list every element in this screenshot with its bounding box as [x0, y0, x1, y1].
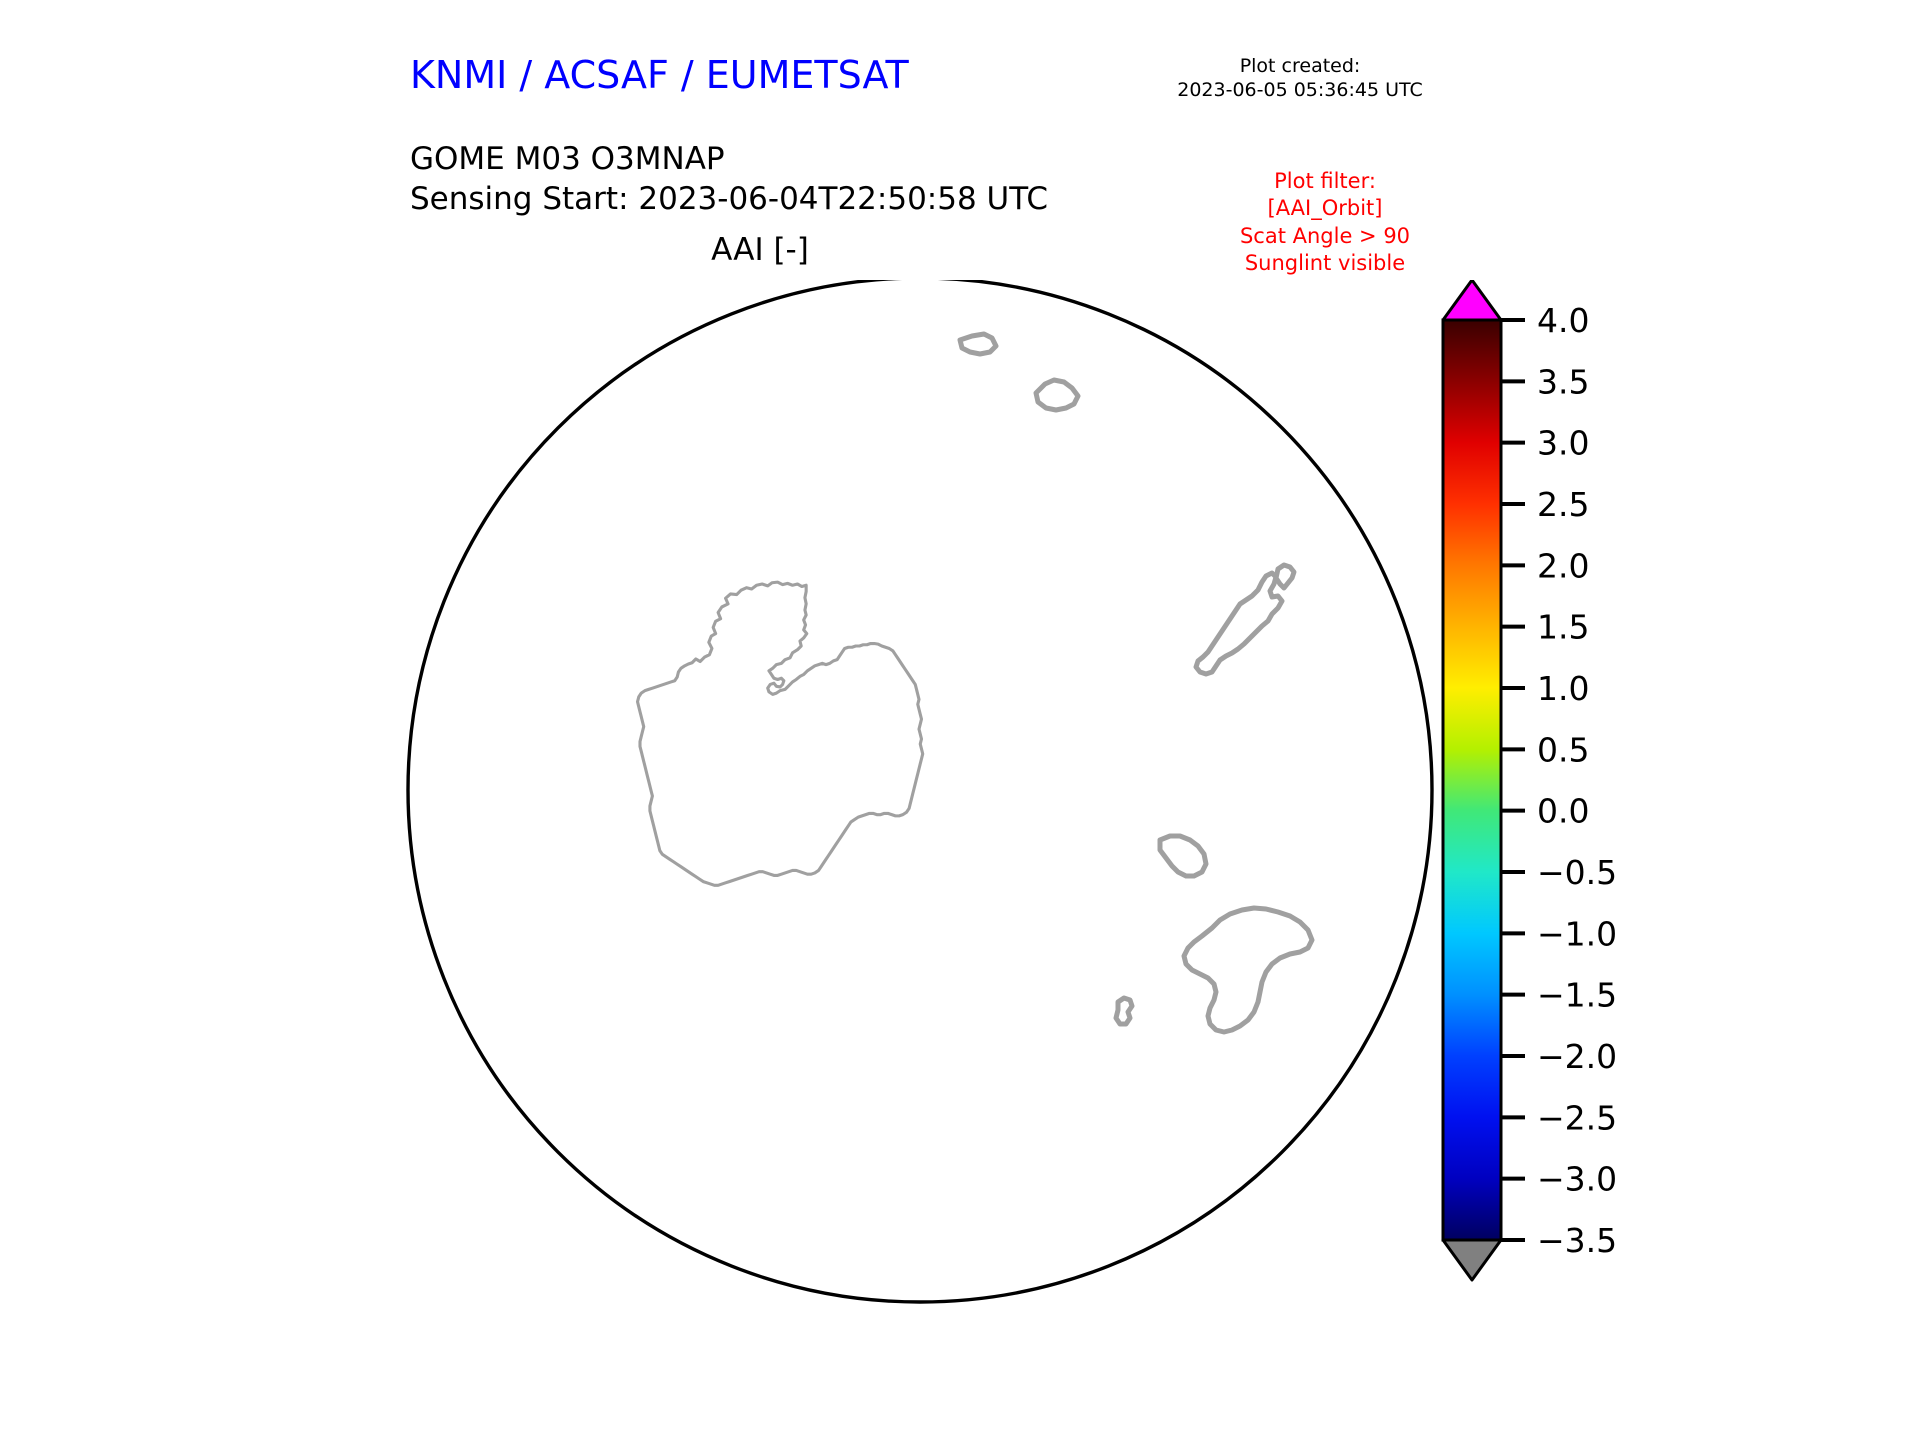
colorbar-tick-label: 1.5 — [1537, 608, 1589, 647]
plot-created-label: Plot created: — [1239, 55, 1361, 77]
colorbar-tick-label: 0.0 — [1537, 792, 1589, 831]
globe-disc — [408, 280, 1432, 1302]
colorbar-ticks: 4.0 3.5 3.0 2.5 2.0 1.5 1.0 0.5 0.0 −0.5 −1.0 −1.5 −… — [1501, 301, 1617, 1260]
colorbar-tick-label: −3.5 — [1537, 1221, 1617, 1260]
quantity-title: AAI [-] — [711, 232, 809, 268]
plot-filter-scat-angle: Scat Angle > 90 — [1239, 223, 1411, 248]
coastline-new-zealand-south — [1193, 570, 1285, 677]
coastline-new-zealand-north — [1273, 562, 1297, 591]
coastline-landmarks-layer — [957, 331, 1315, 1035]
colorbar-over-arrow — [1441, 280, 1503, 322]
colorbar-tick-label: −3.0 — [1537, 1160, 1617, 1199]
colorbar-tick-label: 0.5 — [1537, 730, 1589, 769]
colorbar-tick-label: 2.0 — [1537, 546, 1589, 585]
coastline-layer — [635, 580, 925, 887]
colorbar-tick-label: −1.5 — [1537, 976, 1617, 1015]
colorbar-tick-label: −2.5 — [1537, 1098, 1617, 1137]
product-title: GOME M03 O3MNAP — [410, 141, 725, 177]
plot-filter-block: Plot filter: [AAI_Orbit] Scat Angle > 90… — [1190, 168, 1460, 277]
coastline-antarctica — [635, 580, 925, 887]
map-plot-area — [400, 280, 1445, 1310]
sensing-start-title: Sensing Start: 2023-06-04T22:50:58 UTC — [410, 180, 1048, 217]
map-svg — [406, 280, 1434, 1304]
colorbar-tick-label: 2.5 — [1537, 485, 1589, 524]
colorbar-tick-label: 3.5 — [1537, 362, 1589, 401]
plot-created-block: Plot created: 2023-06-05 05:36:45 UTC — [1160, 55, 1440, 103]
colorbar-tick-label: −0.5 — [1537, 853, 1617, 892]
colorbar-svg: 4.0 3.5 3.0 2.5 2.0 1.5 1.0 0.5 0.0 −0.5 −1.0 −1.5 −… — [1441, 280, 1617, 1282]
coastline-antarctic-peninsula — [1157, 833, 1209, 879]
globe-outline — [406, 280, 1434, 1304]
agency-credit-line: KNMI / ACSAF / EUMETSAT — [410, 53, 909, 97]
colorbar: 4.0 3.5 3.0 2.5 2.0 1.5 1.0 0.5 0.0 −0.5 −1.0 −1.5 −… — [1440, 280, 1700, 1310]
coastline-south-america — [1181, 905, 1315, 1035]
plot-filter-label: Plot filter: — [1274, 169, 1376, 193]
product-title-block: GOME M03 O3MNAP Sensing Start: 2023-06-0… — [410, 140, 1048, 219]
colorbar-under-arrow — [1441, 1238, 1503, 1282]
colorbar-tick-label: 3.0 — [1537, 424, 1589, 463]
coastline-falkland-islands — [1113, 995, 1135, 1027]
colorbar-tick-label: −1.0 — [1537, 914, 1617, 953]
plot-filter-variable: [AAI_Orbit] — [1267, 196, 1383, 221]
colorbar-tick-label: 4.0 — [1537, 301, 1589, 340]
colorbar-tick-label: −2.0 — [1537, 1037, 1617, 1076]
plot-filter-sunglint: Sunglint visible — [1244, 250, 1406, 275]
colorbar-gradient-bar — [1441, 318, 1503, 1242]
plot-created-value: 2023-06-05 05:36:45 UTC — [1177, 78, 1423, 101]
colorbar-tick-label: 1.0 — [1537, 669, 1589, 708]
coastline-tasmania — [1033, 377, 1081, 413]
coastline-australia-fragment — [957, 331, 999, 357]
